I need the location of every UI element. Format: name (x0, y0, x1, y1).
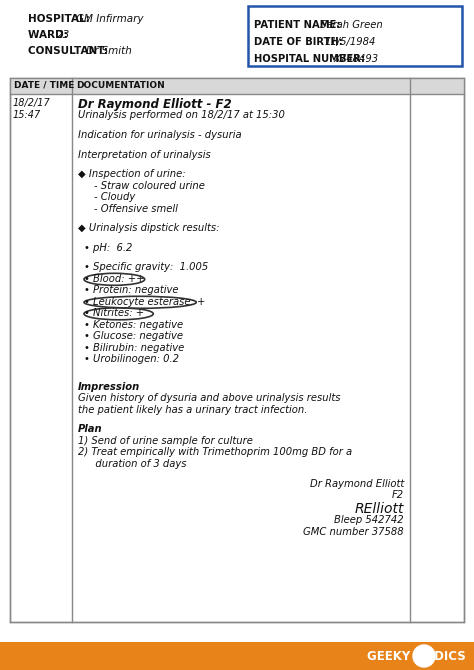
Bar (0, 642, 474, 670)
Text: Dr Raymond Elliott - F2: Dr Raymond Elliott - F2 (78, 98, 232, 111)
Text: WARD:: WARD: (28, 30, 72, 40)
Text: Urinalysis performed on 18/2/17 at 15:30: Urinalysis performed on 18/2/17 at 15:30 (78, 111, 285, 121)
Text: - Cloudy: - Cloudy (94, 192, 135, 202)
Text: RElliott: RElliott (355, 502, 404, 515)
Text: Dr Smith: Dr Smith (86, 46, 132, 56)
Text: X748493: X748493 (334, 54, 379, 64)
Circle shape (413, 645, 435, 667)
Text: PATIENT NAME:: PATIENT NAME: (254, 20, 344, 30)
Text: Interpretation of urinalysis: Interpretation of urinalysis (78, 149, 211, 159)
FancyBboxPatch shape (248, 6, 462, 66)
Text: CONSULTANT:: CONSULTANT: (28, 46, 111, 56)
Text: • Bilirubin: negative: • Bilirubin: negative (84, 343, 184, 353)
Text: • Specific gravity:  1.005: • Specific gravity: 1.005 (84, 262, 208, 272)
Text: ◆ Urinalysis dipstick results:: ◆ Urinalysis dipstick results: (78, 223, 219, 233)
Text: Given history of dysuria and above urinalysis results: Given history of dysuria and above urina… (78, 393, 340, 403)
Text: 23: 23 (57, 30, 70, 40)
Text: GM Infirmary: GM Infirmary (76, 14, 144, 24)
Text: HOSPITAL:: HOSPITAL: (28, 14, 93, 24)
Text: Impression: Impression (78, 382, 140, 392)
Text: F2: F2 (392, 490, 404, 500)
Text: HOSPITAL NUMBER:: HOSPITAL NUMBER: (254, 54, 368, 64)
Text: • Blood: ++: • Blood: ++ (84, 274, 145, 284)
Text: GMC number 37588: GMC number 37588 (303, 527, 404, 537)
Text: Plan: Plan (78, 425, 103, 434)
Text: GEEKY MEDICS: GEEKY MEDICS (367, 649, 466, 663)
Text: • Urobilinogen: 0.2: • Urobilinogen: 0.2 (84, 354, 179, 364)
Bar (10, 78, 464, 622)
Bar (10, 78, 464, 94)
Text: Bleep 542742: Bleep 542742 (334, 515, 404, 525)
Text: Dr Raymond Elliott: Dr Raymond Elliott (310, 478, 404, 488)
Text: duration of 3 days: duration of 3 days (86, 459, 186, 469)
Text: 18/2/17
15:47: 18/2/17 15:47 (13, 98, 51, 120)
Text: 1) Send of urine sample for culture: 1) Send of urine sample for culture (78, 436, 253, 446)
Text: • pH:  6.2: • pH: 6.2 (84, 243, 132, 253)
Text: • Nitrites: +: • Nitrites: + (84, 308, 144, 318)
Text: DATE / TIME: DATE / TIME (14, 81, 74, 90)
Text: - Straw coloured urine: - Straw coloured urine (94, 181, 205, 191)
Text: DATE OF BIRTH:: DATE OF BIRTH: (254, 37, 346, 47)
Text: 2) Treat empirically with Trimethoprim 100mg BD for a: 2) Treat empirically with Trimethoprim 1… (78, 448, 352, 458)
Text: 11/5/1984: 11/5/1984 (325, 37, 376, 47)
Text: Sarah Green: Sarah Green (320, 20, 383, 30)
Text: • Leukocyte esterase: +: • Leukocyte esterase: + (84, 297, 205, 307)
Text: DOCUMENTATION: DOCUMENTATION (76, 81, 165, 90)
Text: • Glucose: negative: • Glucose: negative (84, 331, 183, 341)
Text: • Ketones: negative: • Ketones: negative (84, 320, 183, 330)
Text: the patient likely has a urinary tract infection.: the patient likely has a urinary tract i… (78, 405, 307, 415)
Text: • Protein: negative: • Protein: negative (84, 285, 179, 295)
Text: ◆ Inspection of urine:: ◆ Inspection of urine: (78, 169, 186, 179)
Text: Indication for urinalysis - dysuria: Indication for urinalysis - dysuria (78, 130, 242, 140)
Text: - Offensive smell: - Offensive smell (94, 204, 178, 214)
